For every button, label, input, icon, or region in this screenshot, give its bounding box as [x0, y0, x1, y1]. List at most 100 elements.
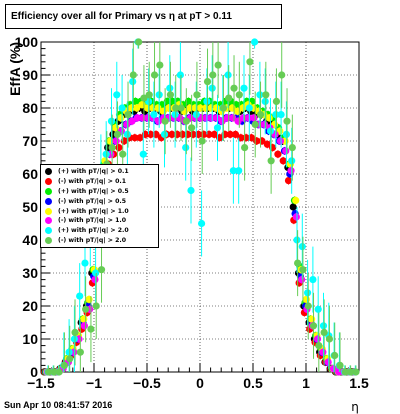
legend-marker — [45, 207, 52, 215]
legend-label: (-) with pT/|q| > 2.0 — [58, 236, 127, 244]
data-point — [102, 150, 110, 158]
data-point — [279, 157, 287, 165]
data-point — [187, 186, 195, 195]
data-point — [207, 114, 216, 122]
data-point — [235, 167, 243, 175]
data-point — [287, 167, 295, 175]
data-point — [210, 130, 218, 138]
data-point — [112, 137, 120, 145]
data-point — [119, 150, 127, 158]
data-point — [320, 328, 328, 336]
data-point — [92, 302, 100, 310]
legend-entry: (-) with pT/|q| > 2.0 — [45, 236, 158, 246]
x-tick-label: −1 — [86, 375, 102, 391]
y-tick-label: 50 — [22, 199, 38, 215]
y-tick-label: 40 — [22, 232, 38, 248]
data-point — [166, 84, 174, 92]
y-tick-label: 80 — [22, 100, 38, 116]
x-tick-label: 0.5 — [243, 375, 263, 391]
data-point — [198, 137, 206, 145]
data-point — [91, 269, 100, 277]
data-point — [292, 213, 300, 221]
x-tick-label: 1.5 — [349, 375, 369, 391]
data-point — [315, 342, 323, 350]
timestamp-footer: Sun Apr 10 08:41:57 2016 — [4, 400, 113, 410]
data-point — [302, 295, 310, 303]
data-point — [117, 114, 125, 122]
data-point — [202, 114, 210, 122]
data-point — [347, 368, 355, 376]
data-point — [160, 130, 169, 138]
data-point — [293, 236, 301, 244]
data-point — [136, 134, 144, 142]
data-point — [250, 114, 258, 122]
data-point — [150, 111, 158, 119]
chart-title: Efficiency over all for Primary vs η at … — [11, 11, 232, 22]
data-point — [336, 361, 344, 369]
data-point — [226, 130, 234, 138]
data-point — [352, 368, 360, 376]
data-point — [319, 348, 327, 356]
legend-entry: (-) with pT/|q| > 0.1 — [45, 177, 158, 187]
data-point — [213, 124, 222, 132]
legend-label: (-) with pT/|q| > 0.5 — [58, 197, 127, 205]
data-point — [272, 111, 280, 119]
y-tick-label: 0 — [30, 364, 38, 380]
data-point — [108, 144, 116, 152]
y-tick-label: 100 — [15, 34, 39, 50]
legend-label: (+) with pT/|q| > 2.0 — [58, 227, 129, 235]
data-point — [172, 104, 180, 112]
data-point — [314, 305, 322, 313]
data-point — [229, 167, 237, 175]
data-point — [239, 114, 247, 122]
data-point — [256, 111, 265, 119]
data-point — [71, 328, 79, 336]
data-point — [325, 335, 334, 343]
data-point — [266, 127, 275, 135]
data-point — [245, 104, 253, 112]
data-point — [50, 368, 58, 376]
data-point — [182, 117, 190, 125]
data-point — [80, 315, 88, 323]
data-point — [76, 348, 84, 356]
data-point — [65, 348, 73, 356]
legend-label: (+) with pT/|q| > 0.1 — [58, 168, 129, 176]
data-point — [145, 91, 153, 99]
data-point — [182, 144, 190, 152]
data-point — [161, 117, 169, 125]
data-point — [294, 259, 302, 267]
data-point — [309, 322, 318, 330]
data-point — [234, 117, 242, 125]
data-point — [282, 147, 290, 155]
data-point — [177, 104, 185, 112]
data-point — [76, 292, 84, 300]
data-point — [113, 130, 122, 138]
data-point — [213, 114, 221, 122]
data-point — [272, 97, 281, 105]
data-point — [123, 120, 131, 129]
data-point — [156, 61, 164, 69]
data-point — [60, 361, 69, 369]
data-point — [250, 38, 259, 46]
legend-marker — [45, 178, 52, 186]
data-point — [276, 137, 285, 145]
data-point — [298, 243, 306, 251]
data-point — [262, 91, 270, 99]
data-point — [150, 71, 159, 79]
data-point — [144, 114, 152, 122]
data-point — [261, 97, 269, 105]
y-tick-label: 60 — [22, 166, 38, 182]
x-tick-label: −1.5 — [27, 375, 55, 391]
data-point — [55, 368, 63, 376]
data-point — [113, 91, 121, 99]
data-point — [168, 130, 176, 138]
data-point — [251, 120, 259, 129]
legend-label: (+) with pT/|q| > 0.5 — [58, 187, 129, 195]
data-point — [324, 358, 332, 366]
data-point — [154, 104, 162, 112]
data-point — [214, 61, 222, 69]
data-point — [260, 120, 269, 129]
data-point — [66, 355, 74, 363]
data-point — [329, 365, 338, 373]
data-point — [97, 266, 106, 274]
